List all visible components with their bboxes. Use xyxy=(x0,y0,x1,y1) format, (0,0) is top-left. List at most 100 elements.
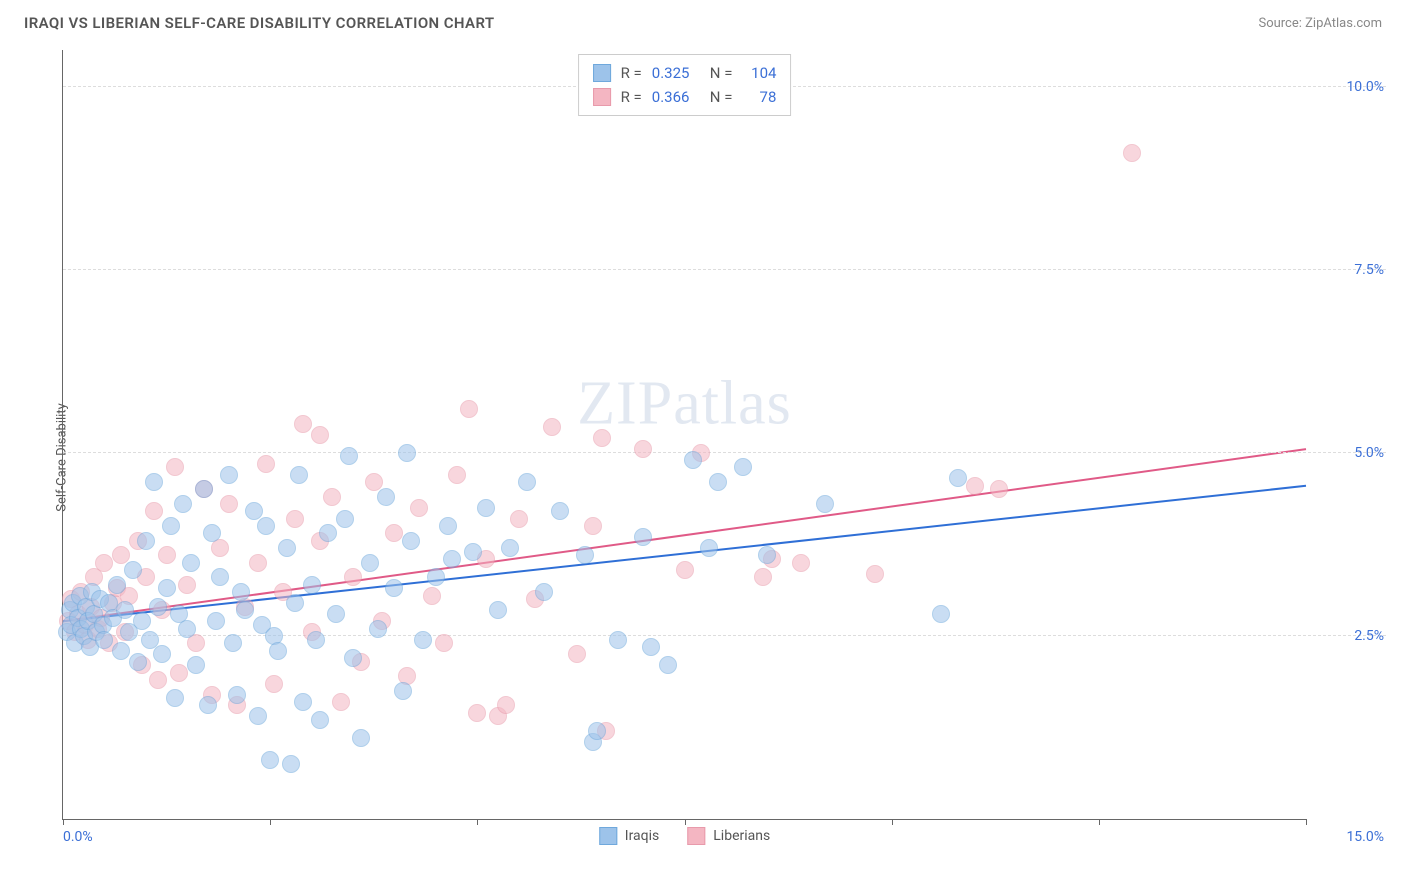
point-liberians xyxy=(249,554,267,572)
point-liberians xyxy=(95,554,113,572)
point-iraqis xyxy=(414,631,432,649)
point-iraqis xyxy=(137,532,155,550)
point-iraqis xyxy=(153,645,171,663)
legend-swatch-iraqis xyxy=(599,827,617,845)
point-iraqis xyxy=(269,642,287,660)
point-iraqis xyxy=(149,598,167,616)
point-iraqis xyxy=(162,517,180,535)
point-liberians xyxy=(435,634,453,652)
point-liberians xyxy=(510,510,528,528)
stats-row-2: R = 0.366 N = 78 xyxy=(593,85,777,109)
point-iraqis xyxy=(659,656,677,674)
point-liberians xyxy=(220,495,238,513)
point-liberians xyxy=(593,429,611,447)
point-iraqis xyxy=(178,620,196,638)
point-iraqis xyxy=(398,444,416,462)
point-liberians xyxy=(866,565,884,583)
point-iraqis xyxy=(336,510,354,528)
point-liberians xyxy=(344,568,362,586)
y-tick-label: 2.5% xyxy=(1312,628,1384,644)
point-iraqis xyxy=(402,532,420,550)
point-liberians xyxy=(332,693,350,711)
point-iraqis xyxy=(95,631,113,649)
point-liberians xyxy=(1123,144,1141,162)
point-iraqis xyxy=(187,656,205,674)
point-liberians xyxy=(543,418,561,436)
point-liberians xyxy=(178,576,196,594)
point-iraqis xyxy=(307,631,325,649)
point-iraqis xyxy=(257,517,275,535)
x-tick xyxy=(477,819,478,825)
point-iraqis xyxy=(211,568,229,586)
x-axis-min-label: 0.0% xyxy=(63,829,93,845)
point-iraqis xyxy=(816,495,834,513)
point-iraqis xyxy=(232,583,250,601)
point-liberians xyxy=(286,510,304,528)
gridline xyxy=(63,452,1386,453)
point-liberians xyxy=(990,480,1008,498)
legend-swatch-liberians xyxy=(687,827,705,845)
point-iraqis xyxy=(174,495,192,513)
point-iraqis xyxy=(116,601,134,619)
point-iraqis xyxy=(124,561,142,579)
point-iraqis xyxy=(166,689,184,707)
point-iraqis xyxy=(377,488,395,506)
point-iraqis xyxy=(369,620,387,638)
point-iraqis xyxy=(551,502,569,520)
point-liberians xyxy=(410,499,428,517)
x-tick xyxy=(63,819,64,825)
point-liberians xyxy=(460,400,478,418)
x-tick xyxy=(685,819,686,825)
x-tick xyxy=(892,819,893,825)
point-iraqis xyxy=(576,546,594,564)
x-axis-max-label: 15.0% xyxy=(1312,829,1384,845)
point-iraqis xyxy=(427,568,445,586)
point-iraqis xyxy=(518,473,536,491)
point-iraqis xyxy=(282,755,300,773)
point-iraqis xyxy=(477,499,495,517)
point-iraqis xyxy=(278,539,296,557)
point-iraqis xyxy=(108,576,126,594)
point-iraqis xyxy=(588,722,606,740)
point-iraqis xyxy=(199,696,217,714)
point-iraqis xyxy=(133,612,151,630)
point-iraqis xyxy=(352,729,370,747)
point-liberians xyxy=(584,517,602,535)
trendlines xyxy=(63,50,1306,819)
scatter-plot: ZIPatlas R = 0.325 N = 104 R = 0.366 N =… xyxy=(62,50,1306,820)
point-iraqis xyxy=(145,473,163,491)
point-liberians xyxy=(158,546,176,564)
point-liberians xyxy=(448,466,466,484)
point-iraqis xyxy=(327,605,345,623)
point-liberians xyxy=(145,502,163,520)
legend-swatch-liberians xyxy=(593,88,611,106)
point-liberians xyxy=(385,524,403,542)
point-liberians xyxy=(323,488,341,506)
point-iraqis xyxy=(464,543,482,561)
gridline xyxy=(63,635,1386,636)
point-iraqis xyxy=(228,686,246,704)
y-tick-label: 10.0% xyxy=(1312,79,1384,95)
point-iraqis xyxy=(340,447,358,465)
x-tick xyxy=(1099,819,1100,825)
point-iraqis xyxy=(224,634,242,652)
point-iraqis xyxy=(311,711,329,729)
x-tick xyxy=(1306,819,1307,825)
point-liberians xyxy=(294,415,312,433)
point-iraqis xyxy=(361,554,379,572)
point-iraqis xyxy=(709,473,727,491)
point-liberians xyxy=(166,458,184,476)
point-liberians xyxy=(149,671,167,689)
point-iraqis xyxy=(634,528,652,546)
point-iraqis xyxy=(319,524,337,542)
point-iraqis xyxy=(249,707,267,725)
point-iraqis xyxy=(344,649,362,667)
point-liberians xyxy=(634,440,652,458)
point-iraqis xyxy=(261,751,279,769)
gridline xyxy=(63,269,1386,270)
point-iraqis xyxy=(220,466,238,484)
legend-swatch-iraqis xyxy=(593,64,611,82)
point-iraqis xyxy=(236,601,254,619)
x-tick xyxy=(270,819,271,825)
point-iraqis xyxy=(129,653,147,671)
